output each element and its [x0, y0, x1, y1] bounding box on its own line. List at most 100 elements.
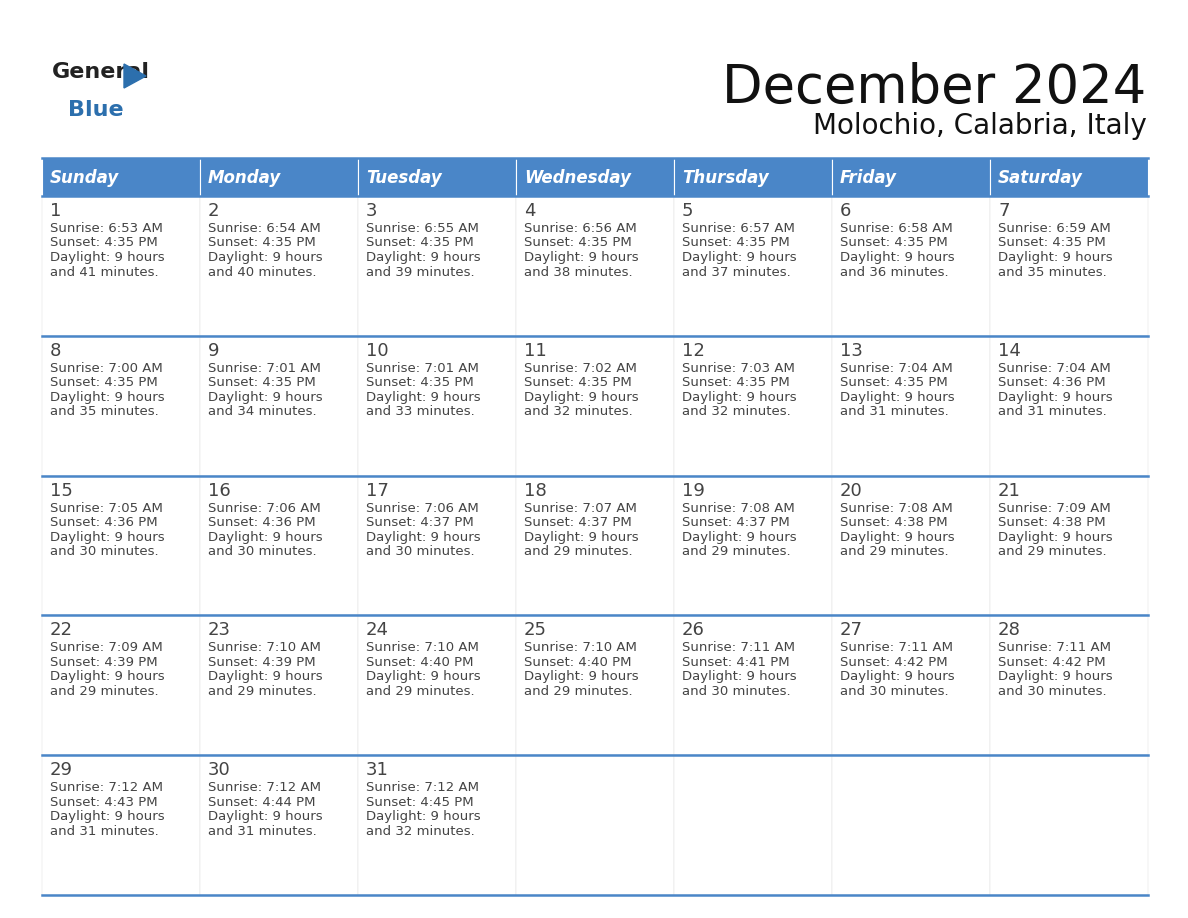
Text: 20: 20 — [840, 482, 862, 499]
Text: and 29 minutes.: and 29 minutes. — [524, 685, 633, 698]
Text: and 29 minutes.: and 29 minutes. — [998, 545, 1107, 558]
Text: Daylight: 9 hours: Daylight: 9 hours — [524, 251, 639, 264]
Text: 29: 29 — [50, 761, 72, 779]
Text: 14: 14 — [998, 341, 1020, 360]
Text: Daylight: 9 hours: Daylight: 9 hours — [840, 391, 955, 404]
Text: Tuesday: Tuesday — [366, 169, 442, 186]
Text: Sunrise: 6:58 AM: Sunrise: 6:58 AM — [840, 222, 953, 235]
FancyBboxPatch shape — [42, 196, 200, 336]
Text: Daylight: 9 hours: Daylight: 9 hours — [208, 391, 323, 404]
Text: Sunset: 4:36 PM: Sunset: 4:36 PM — [208, 516, 316, 529]
FancyBboxPatch shape — [516, 158, 674, 196]
Text: 6: 6 — [840, 202, 852, 220]
Text: 21: 21 — [998, 482, 1020, 499]
Text: Daylight: 9 hours: Daylight: 9 hours — [524, 391, 639, 404]
Text: and 40 minutes.: and 40 minutes. — [208, 265, 316, 278]
FancyBboxPatch shape — [200, 196, 358, 336]
FancyBboxPatch shape — [200, 158, 358, 196]
Text: Sunset: 4:39 PM: Sunset: 4:39 PM — [50, 655, 158, 669]
Text: Sunrise: 7:07 AM: Sunrise: 7:07 AM — [524, 501, 637, 515]
Text: and 29 minutes.: and 29 minutes. — [840, 545, 949, 558]
Text: Sunrise: 7:08 AM: Sunrise: 7:08 AM — [682, 501, 795, 515]
Text: and 29 minutes.: and 29 minutes. — [208, 685, 317, 698]
Text: Daylight: 9 hours: Daylight: 9 hours — [998, 251, 1113, 264]
Text: Molochio, Calabria, Italy: Molochio, Calabria, Italy — [813, 112, 1146, 140]
Text: Sunset: 4:42 PM: Sunset: 4:42 PM — [998, 655, 1106, 669]
FancyBboxPatch shape — [832, 336, 990, 476]
Text: 11: 11 — [524, 341, 546, 360]
FancyBboxPatch shape — [990, 158, 1148, 196]
FancyBboxPatch shape — [42, 158, 200, 196]
Text: Sunrise: 7:10 AM: Sunrise: 7:10 AM — [366, 642, 479, 655]
Text: Sunset: 4:38 PM: Sunset: 4:38 PM — [840, 516, 948, 529]
FancyBboxPatch shape — [990, 756, 1148, 895]
Text: Daylight: 9 hours: Daylight: 9 hours — [682, 531, 797, 543]
FancyBboxPatch shape — [358, 196, 516, 336]
Text: and 35 minutes.: and 35 minutes. — [50, 406, 159, 419]
FancyBboxPatch shape — [358, 158, 516, 196]
FancyBboxPatch shape — [832, 476, 990, 615]
Text: Sunset: 4:35 PM: Sunset: 4:35 PM — [682, 376, 790, 389]
Text: Daylight: 9 hours: Daylight: 9 hours — [366, 670, 481, 683]
Text: 1: 1 — [50, 202, 62, 220]
Text: 25: 25 — [524, 621, 546, 640]
Text: Sunset: 4:35 PM: Sunset: 4:35 PM — [998, 237, 1106, 250]
Text: 8: 8 — [50, 341, 62, 360]
FancyBboxPatch shape — [358, 615, 516, 756]
Text: 7: 7 — [998, 202, 1010, 220]
Text: Sunset: 4:35 PM: Sunset: 4:35 PM — [366, 237, 474, 250]
Text: Sunset: 4:37 PM: Sunset: 4:37 PM — [366, 516, 474, 529]
Text: Blue: Blue — [68, 100, 124, 120]
Text: and 32 minutes.: and 32 minutes. — [524, 406, 633, 419]
Text: 10: 10 — [366, 341, 388, 360]
Text: Sunrise: 7:06 AM: Sunrise: 7:06 AM — [208, 501, 321, 515]
Text: 27: 27 — [840, 621, 862, 640]
FancyBboxPatch shape — [832, 196, 990, 336]
Text: 19: 19 — [682, 482, 704, 499]
Polygon shape — [124, 64, 146, 88]
Text: 15: 15 — [50, 482, 72, 499]
Text: and 29 minutes.: and 29 minutes. — [50, 685, 159, 698]
Text: Sunset: 4:35 PM: Sunset: 4:35 PM — [524, 237, 632, 250]
Text: and 34 minutes.: and 34 minutes. — [208, 406, 317, 419]
FancyBboxPatch shape — [516, 756, 674, 895]
Text: Sunrise: 7:12 AM: Sunrise: 7:12 AM — [208, 781, 321, 794]
Text: 16: 16 — [208, 482, 230, 499]
FancyBboxPatch shape — [674, 336, 832, 476]
Text: Sunset: 4:35 PM: Sunset: 4:35 PM — [50, 376, 158, 389]
Text: 5: 5 — [682, 202, 694, 220]
Text: Sunrise: 7:08 AM: Sunrise: 7:08 AM — [840, 501, 953, 515]
Text: Sunrise: 7:01 AM: Sunrise: 7:01 AM — [366, 362, 479, 375]
Text: Sunrise: 7:03 AM: Sunrise: 7:03 AM — [682, 362, 795, 375]
Text: Sunrise: 6:55 AM: Sunrise: 6:55 AM — [366, 222, 479, 235]
Text: Daylight: 9 hours: Daylight: 9 hours — [682, 391, 797, 404]
Text: December 2024: December 2024 — [722, 62, 1146, 114]
FancyBboxPatch shape — [990, 336, 1148, 476]
FancyBboxPatch shape — [516, 336, 674, 476]
Text: Daylight: 9 hours: Daylight: 9 hours — [524, 531, 639, 543]
Text: Sunrise: 7:09 AM: Sunrise: 7:09 AM — [50, 642, 163, 655]
Text: Daylight: 9 hours: Daylight: 9 hours — [50, 251, 165, 264]
Text: and 37 minutes.: and 37 minutes. — [682, 265, 791, 278]
FancyBboxPatch shape — [674, 196, 832, 336]
Text: Sunset: 4:40 PM: Sunset: 4:40 PM — [524, 655, 632, 669]
FancyBboxPatch shape — [674, 476, 832, 615]
Text: Thursday: Thursday — [682, 169, 769, 186]
Text: and 31 minutes.: and 31 minutes. — [208, 824, 317, 838]
Text: 12: 12 — [682, 341, 704, 360]
FancyBboxPatch shape — [42, 476, 200, 615]
Text: and 30 minutes.: and 30 minutes. — [998, 685, 1107, 698]
Text: Sunset: 4:45 PM: Sunset: 4:45 PM — [366, 796, 474, 809]
FancyBboxPatch shape — [516, 196, 674, 336]
Text: and 35 minutes.: and 35 minutes. — [998, 265, 1107, 278]
Text: Sunrise: 7:04 AM: Sunrise: 7:04 AM — [840, 362, 953, 375]
Text: Sunrise: 7:06 AM: Sunrise: 7:06 AM — [366, 501, 479, 515]
Text: Sunset: 4:35 PM: Sunset: 4:35 PM — [208, 237, 316, 250]
Text: Sunset: 4:37 PM: Sunset: 4:37 PM — [682, 516, 790, 529]
FancyBboxPatch shape — [200, 336, 358, 476]
Text: and 30 minutes.: and 30 minutes. — [208, 545, 317, 558]
Text: Sunset: 4:38 PM: Sunset: 4:38 PM — [998, 516, 1106, 529]
Text: Saturday: Saturday — [998, 169, 1083, 186]
Text: Sunset: 4:39 PM: Sunset: 4:39 PM — [208, 655, 316, 669]
Text: Daylight: 9 hours: Daylight: 9 hours — [50, 391, 165, 404]
